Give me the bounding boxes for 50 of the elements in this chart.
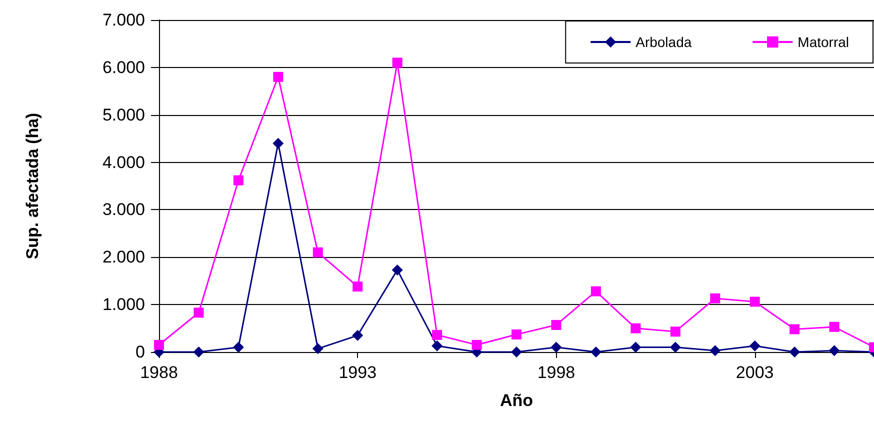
x-tick-label: 1988 — [140, 363, 178, 382]
legend-label: Matorral — [798, 34, 850, 50]
y-tick-label: 3.000 — [102, 200, 145, 220]
y-tick-label: 6.000 — [102, 58, 145, 77]
point — [352, 330, 364, 341]
point — [312, 343, 324, 354]
y-tick-label: 7.000 — [102, 10, 145, 30]
point — [154, 340, 164, 350]
y-tick-label: 1.000 — [102, 295, 145, 314]
point — [670, 326, 680, 337]
point — [550, 342, 562, 353]
point — [829, 322, 840, 332]
point — [710, 293, 720, 304]
point — [194, 308, 204, 318]
x-tick-label: 1998 — [537, 363, 576, 382]
point — [312, 247, 323, 258]
point — [392, 58, 402, 68]
point — [590, 346, 602, 358]
point — [670, 342, 681, 353]
y-tick-label: 5.000 — [102, 105, 145, 124]
x-tick-label: 1993 — [338, 363, 377, 382]
point — [749, 340, 760, 352]
x-axis-title: Año — [500, 391, 534, 410]
x-tick-label: 2003 — [736, 363, 774, 382]
point — [750, 296, 760, 307]
legend-label: Arbolada — [636, 34, 692, 50]
y-tick-label: 4.000 — [102, 152, 145, 172]
point — [790, 324, 800, 334]
y-tick-label: 0 — [136, 342, 145, 362]
point — [590, 286, 601, 296]
point — [272, 138, 284, 149]
point — [789, 346, 800, 358]
point — [233, 175, 244, 186]
point — [392, 264, 403, 276]
point — [432, 330, 442, 340]
point — [710, 345, 721, 356]
point — [630, 342, 642, 353]
y-axis-title: Sup. afectada (ha) — [23, 112, 42, 260]
point — [432, 340, 443, 352]
point — [551, 320, 562, 330]
point — [273, 72, 284, 82]
point — [193, 346, 204, 358]
point — [472, 340, 482, 350]
point — [511, 346, 522, 358]
point — [232, 342, 244, 353]
point — [352, 282, 363, 292]
point — [828, 345, 840, 356]
point — [630, 323, 641, 334]
point — [512, 329, 522, 340]
y-tick-label: 2.000 — [102, 248, 145, 267]
